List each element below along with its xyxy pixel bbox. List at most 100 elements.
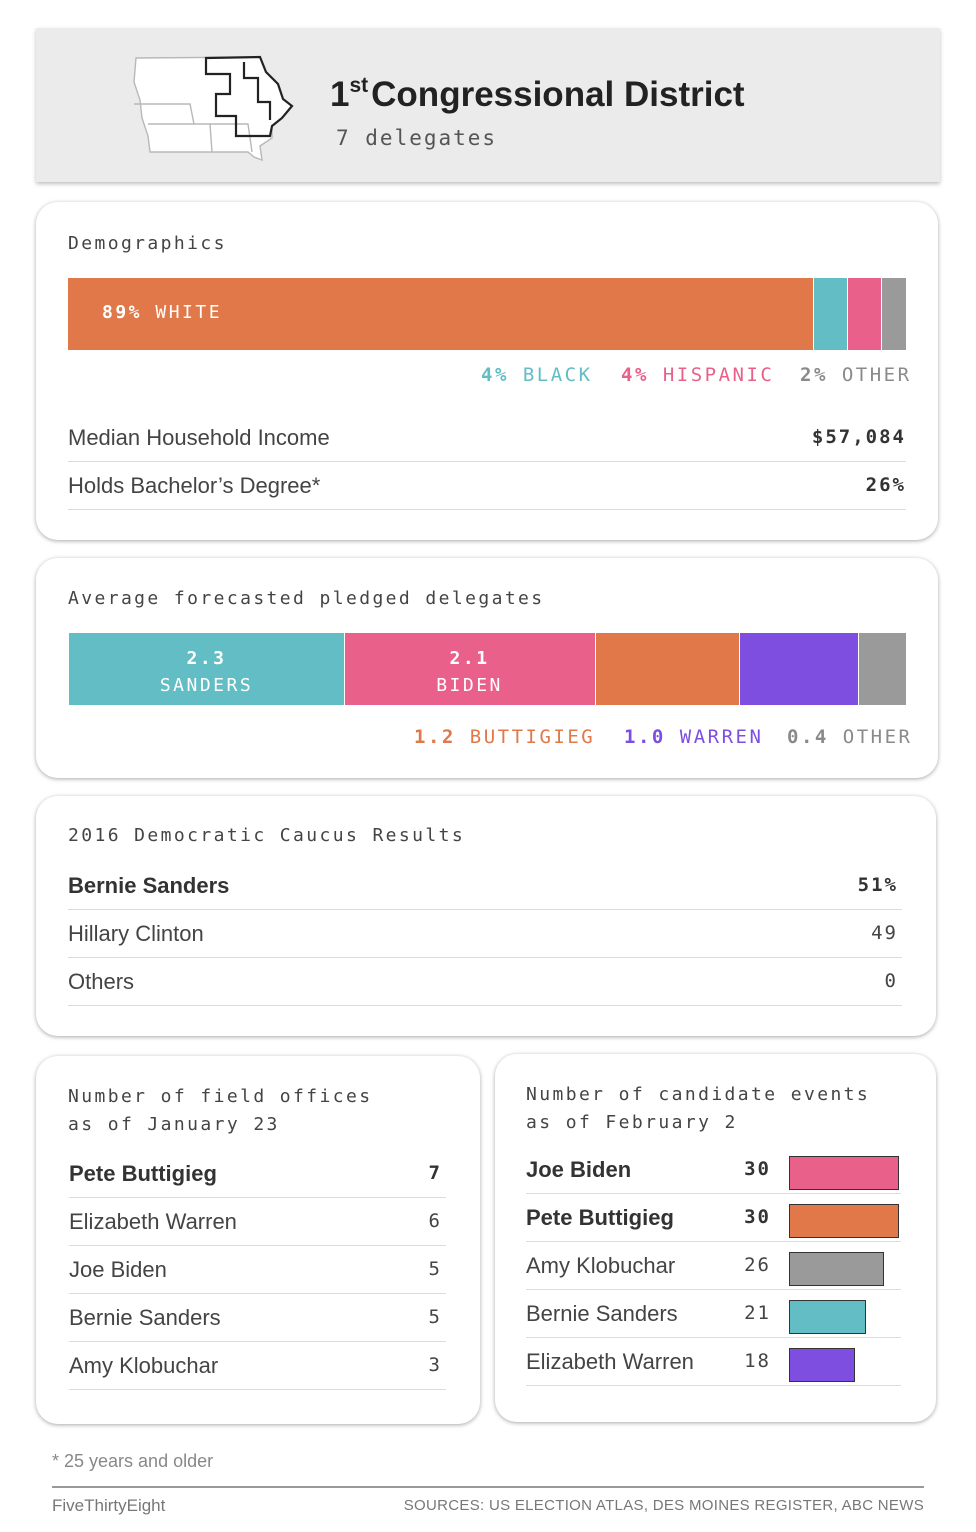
delegates-name-label: BIDEN (436, 675, 503, 696)
legend-value: 1.2 (414, 726, 456, 748)
degree-value: 26% (865, 474, 906, 496)
event-count: 30 (744, 1158, 771, 1180)
events-title-line2: as of February 2 (526, 1112, 738, 1133)
event-candidate: Pete Buttigieg (526, 1205, 674, 1230)
table-row: Pete Buttigieg 7 (69, 1150, 446, 1198)
delegates-name-label: SANDERS (159, 675, 254, 696)
delegates-bar: 2.3 SANDERS 2.1 BIDEN (69, 633, 906, 705)
demographics-title: Demographics (68, 233, 227, 254)
white-segment (68, 278, 813, 350)
event-count: 21 (744, 1302, 771, 1324)
row-value: 0 (884, 970, 898, 992)
income-value: $57,084 (811, 426, 906, 448)
income-row: Median Household Income $57,084 (68, 414, 906, 462)
brand-name: FiveThirtyEight (52, 1496, 166, 1515)
field-offices-card (36, 1056, 480, 1424)
event-row: Amy Klobuchar 26 (526, 1242, 901, 1290)
event-bar (789, 1252, 885, 1286)
row-name: Pete Buttigieg (69, 1161, 217, 1186)
sources: SOURCES: US ELECTION ATLAS, DES MOINES R… (403, 1497, 924, 1514)
event-row: Pete Buttigieg 30 (526, 1194, 901, 1242)
legend-name: BUTTIGIEG (469, 726, 596, 748)
row-value: 51% (857, 874, 898, 896)
delegates-count: 7 delegates (336, 126, 498, 150)
table-row: Joe Biden 5 (69, 1246, 446, 1294)
white-label: 89% WHITE (102, 302, 223, 323)
event-row: Elizabeth Warren 18 (526, 1338, 901, 1386)
event-count: 26 (744, 1254, 771, 1276)
delegates-segment-warren (738, 633, 859, 705)
row-name: Hillary Clinton (68, 921, 204, 946)
event-row: Joe Biden 30 (526, 1146, 901, 1194)
row-value: 6 (428, 1210, 442, 1232)
row-value: 5 (428, 1306, 442, 1328)
demographics-card (36, 202, 938, 540)
event-count: 30 (744, 1206, 771, 1228)
row-name: Others (68, 969, 135, 994)
demographics-bar: 89% WHITE (68, 278, 906, 350)
hispanic-legend: 4% HISPANIC (621, 364, 775, 386)
events-title: Number of candidate events as of Februar… (526, 1081, 870, 1137)
row-name: Bernie Sanders (69, 1305, 221, 1330)
delegates-segment-sanders (69, 633, 344, 705)
row-value: 49 (871, 922, 898, 944)
table-row: Bernie Sanders 51% (68, 862, 902, 910)
field-offices-title-line2: as of January 23 (68, 1114, 280, 1135)
other-legend: 2% OTHER (800, 364, 912, 386)
row-name: Bernie Sanders (68, 873, 230, 898)
field-offices-title: Number of field offices as of January 23 (68, 1083, 372, 1139)
table-row: Elizabeth Warren 6 (69, 1198, 446, 1246)
hispanic-segment (847, 278, 881, 350)
degree-label: Holds Bachelor’s Degree* (68, 473, 321, 498)
delegates-value-label: 2.3 (186, 648, 227, 669)
delegates-title: Average forecasted pledged delegates (68, 588, 545, 609)
table-row: Bernie Sanders 5 (69, 1294, 446, 1342)
legend-value: 0.4 (787, 726, 829, 748)
row-value: 7 (428, 1162, 442, 1184)
legend-name: OTHER (842, 726, 913, 748)
delegates-legend-warren: 1.0 WARREN (624, 726, 763, 748)
delegates-segment-label: 2.1 BIDEN (344, 645, 595, 699)
income-label: Median Household Income (68, 425, 330, 450)
row-name: Elizabeth Warren (69, 1209, 237, 1234)
row-name: Amy Klobuchar (69, 1353, 219, 1378)
degree-row: Holds Bachelor’s Degree* 26% (68, 462, 906, 510)
delegates-segment-other (858, 633, 906, 705)
other-segment (881, 278, 906, 350)
event-candidate: Elizabeth Warren (526, 1349, 694, 1374)
page-title: 1stCongressional District (330, 74, 745, 114)
table-row: Hillary Clinton 49 (68, 910, 902, 958)
event-bar (789, 1300, 866, 1334)
delegates-value-label: 2.1 (449, 648, 490, 669)
events-card (495, 1054, 936, 1422)
footnote: * 25 years and older (52, 1451, 214, 1471)
event-count: 18 (744, 1350, 771, 1372)
row-name: Joe Biden (69, 1257, 167, 1282)
event-row: Bernie Sanders 21 (526, 1290, 901, 1338)
event-bar (789, 1348, 855, 1382)
caucus-title: 2016 Democratic Caucus Results (68, 825, 466, 846)
row-value: 5 (428, 1258, 442, 1280)
row-value: 3 (428, 1354, 442, 1376)
event-candidate: Joe Biden (526, 1157, 632, 1182)
event-bar (789, 1156, 899, 1190)
events-title-line1: Number of candidate events (526, 1084, 871, 1105)
event-bar (789, 1204, 899, 1238)
delegates-segment-label: 2.3 SANDERS (69, 645, 344, 699)
delegates-segment-biden (344, 633, 596, 705)
legend-name: WARREN (679, 726, 764, 748)
event-candidate: Bernie Sanders (526, 1301, 678, 1326)
delegates-legend-other: 0.4 OTHER (787, 726, 912, 748)
event-candidate: Amy Klobuchar (526, 1253, 676, 1278)
iowa-district-map-icon (133, 55, 294, 162)
district-header (36, 28, 940, 182)
legend-value: 1.0 (624, 726, 666, 748)
table-row: Amy Klobuchar 3 (69, 1342, 446, 1390)
table-row: Others 0 (68, 958, 902, 1006)
delegates-segment-buttigieg (595, 633, 739, 705)
delegates-legend-buttigieg: 1.2 BUTTIGIEG (414, 726, 595, 748)
black-legend: 4% BLACK (481, 364, 593, 386)
footer-divider (52, 1486, 924, 1488)
field-offices-title-line1: Number of field offices (68, 1086, 373, 1107)
caucus-card (36, 796, 936, 1036)
